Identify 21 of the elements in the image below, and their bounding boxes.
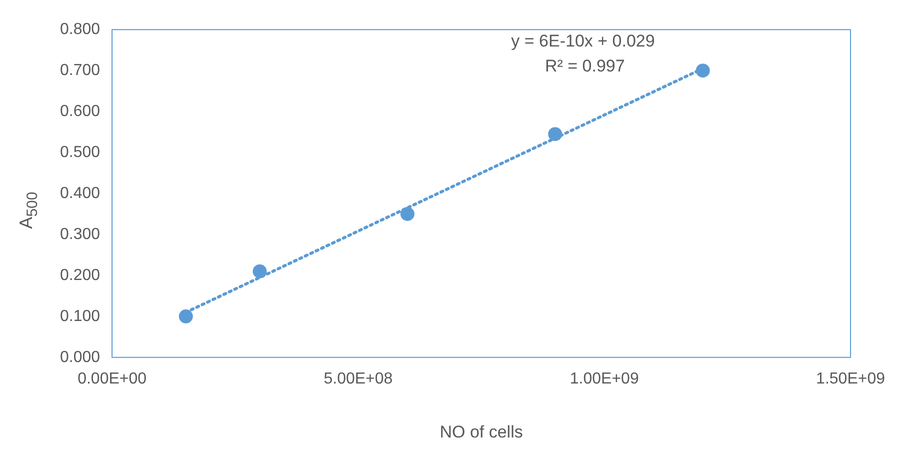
y-tick-label: 0.000 [60, 348, 100, 366]
annotation: R² = 0.997 [544, 56, 625, 76]
point [696, 64, 710, 78]
x-tick-label: 1.00E+09 [570, 370, 639, 388]
point [548, 127, 562, 142]
y-tick-label: 0.700 [60, 62, 100, 79]
x-tick-label: 0.00E+00 [78, 370, 147, 388]
point [400, 206, 414, 221]
y-tick-label: 0.300 [60, 226, 100, 243]
point [252, 264, 267, 278]
point [178, 309, 193, 324]
y-tick-label: 0.600 [60, 102, 100, 120]
x-tick-label: 5.00E+08 [324, 370, 393, 388]
y-tick-label: 0.800 [60, 21, 100, 38]
y-tick-label: 0.500 [60, 144, 100, 161]
x-tick-label: 1.50E+09 [816, 370, 886, 388]
y-tick-label: 0.200 [60, 266, 100, 284]
x-axis-title: NO of cells [440, 422, 523, 442]
annotation: y = 6E-10x + 0.029 [511, 32, 655, 51]
y-tick-label: 0.100 [60, 308, 100, 325]
y-tick-label: 0.400 [60, 184, 100, 202]
